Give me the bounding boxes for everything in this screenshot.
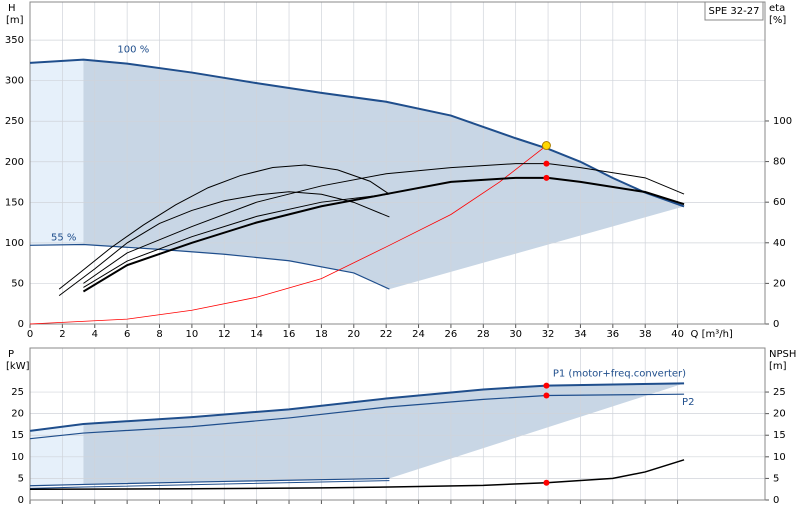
x-tick-label: 26	[445, 329, 458, 340]
x-tick-label: 10	[186, 329, 199, 340]
y-axis-unit: [kW]	[6, 361, 30, 372]
x-tick-label: 14	[250, 329, 263, 340]
y-tick-label: 10	[11, 452, 24, 463]
y-tick-label: 300	[5, 76, 24, 87]
y2-tick-label: 60	[773, 197, 786, 208]
curve	[29, 58, 685, 208]
y2-tick-label: 0	[773, 495, 779, 506]
y2-tick-label: 10	[773, 452, 786, 463]
y-axis-label: H	[8, 3, 16, 14]
curve	[83, 193, 390, 288]
y-axis-label: P	[8, 349, 14, 360]
curve-label: 100 %	[117, 45, 149, 56]
x-tick-label: 28	[477, 329, 490, 340]
x-tick-label: 4	[92, 329, 98, 340]
y-tick-label: 150	[5, 197, 24, 208]
x-tick-label: 16	[283, 329, 296, 340]
x-tick-label: 20	[347, 329, 360, 340]
y-tick-label: 25	[11, 387, 24, 398]
y-tick-label: 0	[18, 495, 24, 506]
y-tick-label: 200	[5, 157, 24, 168]
curve	[29, 393, 685, 440]
x-tick-label: 30	[509, 329, 522, 340]
y-tick-label: 20	[11, 409, 24, 420]
y2-axis-unit: [%]	[769, 15, 786, 26]
plot-frame	[29, 347, 766, 501]
y2-axis-unit: [m]	[769, 361, 787, 372]
curve	[83, 163, 685, 284]
y2-tick-label: 25	[773, 387, 786, 398]
x-tick-label: 40	[671, 329, 684, 340]
curve	[29, 243, 390, 290]
title-box	[704, 1, 764, 21]
y-tick-label: 100	[5, 238, 24, 249]
duty-point	[541, 141, 551, 151]
curve	[29, 459, 685, 490]
y-tick-label: 15	[11, 430, 24, 441]
x-tick-label: 38	[639, 329, 652, 340]
plot-frame	[29, 1, 766, 325]
y-tick-label: 0	[18, 319, 24, 330]
y2-tick-label: 0	[773, 319, 779, 330]
x-tick-label: 8	[156, 329, 162, 340]
y2-axis-label: NPSH	[769, 349, 796, 360]
y-tick-label: 50	[11, 278, 24, 289]
chart-title: SPE 32-27	[709, 6, 760, 17]
duty-point	[543, 382, 550, 389]
y2-tick-label: 20	[773, 409, 786, 420]
duty-point	[543, 392, 550, 399]
y2-axis-label: eta	[769, 3, 785, 14]
x-tick-label: 18	[315, 329, 328, 340]
x-tick-label: 2	[59, 329, 65, 340]
operating-range	[30, 424, 84, 486]
operating-range	[83, 383, 685, 485]
y2-tick-label: 40	[773, 238, 786, 249]
curve	[29, 480, 390, 489]
x-tick-label: 0	[27, 329, 33, 340]
curve-label: P1 (motor+freq.converter)	[553, 368, 686, 379]
y2-tick-label: 20	[773, 278, 786, 289]
y-tick-label: 350	[5, 35, 24, 46]
duty-point	[543, 479, 550, 486]
y2-tick-label: 5	[773, 473, 779, 484]
x-tick-label: 34	[574, 329, 587, 340]
duty-point	[543, 160, 550, 167]
curve	[58, 164, 390, 290]
y-axis-unit: [m]	[6, 15, 24, 26]
curve	[58, 191, 390, 297]
x-tick-label: 12	[218, 329, 231, 340]
operating-range	[30, 59, 84, 246]
x-axis-label: Q [m³/h]	[691, 329, 733, 340]
x-tick-label: 6	[124, 329, 130, 340]
y-tick-label: 250	[5, 116, 24, 127]
y2-tick-label: 80	[773, 157, 786, 168]
y2-tick-label: 100	[773, 116, 792, 127]
duty-point	[543, 174, 550, 181]
curve-label: P2	[682, 397, 694, 408]
x-tick-label: 24	[412, 329, 425, 340]
x-tick-label: 32	[542, 329, 555, 340]
curve	[29, 382, 685, 432]
y2-tick-label: 15	[773, 430, 786, 441]
curve	[29, 477, 390, 487]
x-tick-label: 22	[380, 329, 393, 340]
curve-label: 55 %	[51, 232, 76, 243]
x-tick-label: 36	[606, 329, 619, 340]
curve	[29, 145, 547, 325]
y-tick-label: 5	[18, 473, 24, 484]
curve	[82, 176, 685, 293]
